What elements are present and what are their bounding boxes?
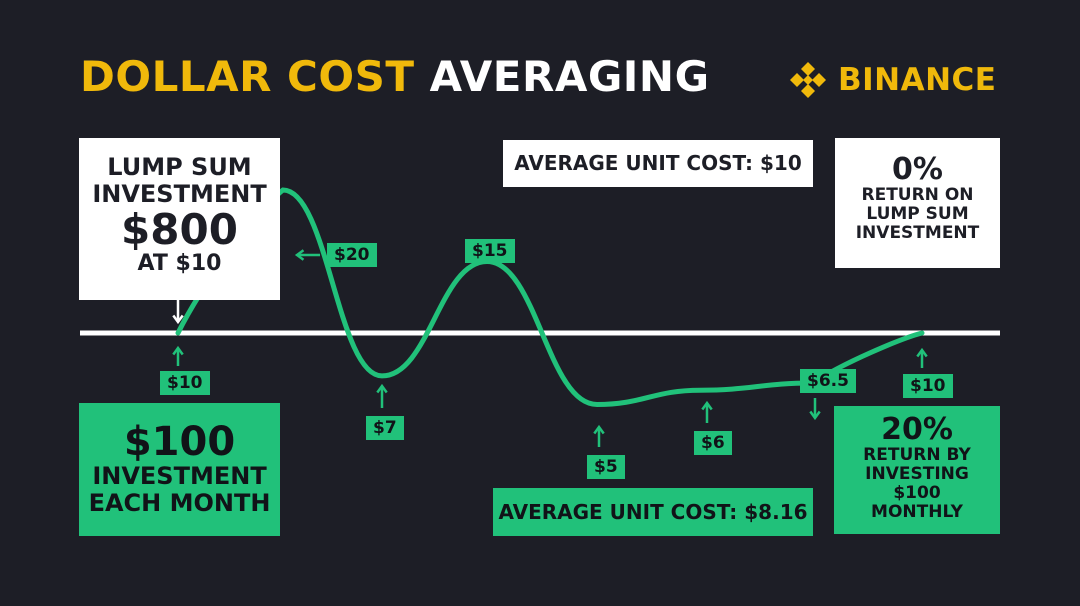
price-label: $6 (694, 431, 732, 455)
price-pointer-arrow (294, 249, 320, 261)
price-label: $10 (160, 371, 210, 395)
brand-logo: BINANCE (786, 58, 996, 102)
monthly-line1: INVESTMENT (92, 462, 267, 490)
lump-sum-line1: LUMP SUM (107, 153, 252, 181)
return-dca-card: 20% RETURN BY INVESTING $100 MONTHLY (834, 406, 1000, 534)
price-pointer-arrow (809, 398, 821, 421)
return-lump-sum-card: 0% RETURN ON LUMP SUM INVESTMENT (835, 138, 1000, 268)
monthly-amount: $100 (123, 419, 236, 465)
return-dca-line1: RETURN BY (863, 444, 971, 465)
return-lump-line2: LUMP SUM (866, 203, 969, 224)
return-lump-line1: RETURN ON (861, 184, 974, 205)
title-rest: AVERAGING (429, 52, 710, 101)
price-pointer-arrow (593, 424, 605, 447)
return-lump-pct: 0% (892, 152, 943, 187)
page-title: DOLLAR COST AVERAGING (80, 52, 710, 101)
lump-sum-line2: INVESTMENT (92, 179, 267, 208)
price-line (175, 187, 925, 408)
price-label: $20 (327, 243, 377, 267)
return-dca-pct: 20% (881, 412, 953, 447)
price-label: $5 (587, 455, 625, 479)
lump-sum-pointer-arrow (172, 300, 184, 325)
price-label: $15 (465, 239, 515, 263)
brand-name: BINANCE (838, 62, 997, 98)
return-dca-line3: $100 (893, 482, 941, 503)
return-lump-line3: INVESTMENT (855, 222, 980, 243)
lump-sum-price: AT $10 (137, 250, 222, 276)
price-label: $6.5 (800, 369, 856, 393)
price-pointer-arrow (376, 383, 388, 408)
monthly-investment-card: $100 INVESTMENT EACH MONTH (79, 403, 280, 536)
binance-diamond-icon (790, 62, 826, 98)
monthly-line2: EACH MONTH (88, 488, 271, 517)
price-pointer-arrow (916, 347, 928, 368)
price-pointer-arrow (172, 345, 184, 366)
price-label: $7 (366, 416, 404, 440)
lump-sum-amount: $800 (121, 204, 238, 254)
average-cost-dca: AVERAGE UNIT COST: $8.16 (493, 488, 813, 536)
return-dca-line4: MONTHLY (871, 501, 963, 522)
average-cost-lump-sum: AVERAGE UNIT COST: $10 (503, 140, 813, 187)
lump-sum-card: LUMP SUM INVESTMENT $800 AT $10 (79, 138, 280, 300)
price-pointer-arrow (701, 400, 713, 423)
title-highlight: DOLLAR COST (80, 52, 415, 101)
return-dca-line2: INVESTING (865, 463, 969, 484)
price-label: $10 (903, 374, 953, 398)
